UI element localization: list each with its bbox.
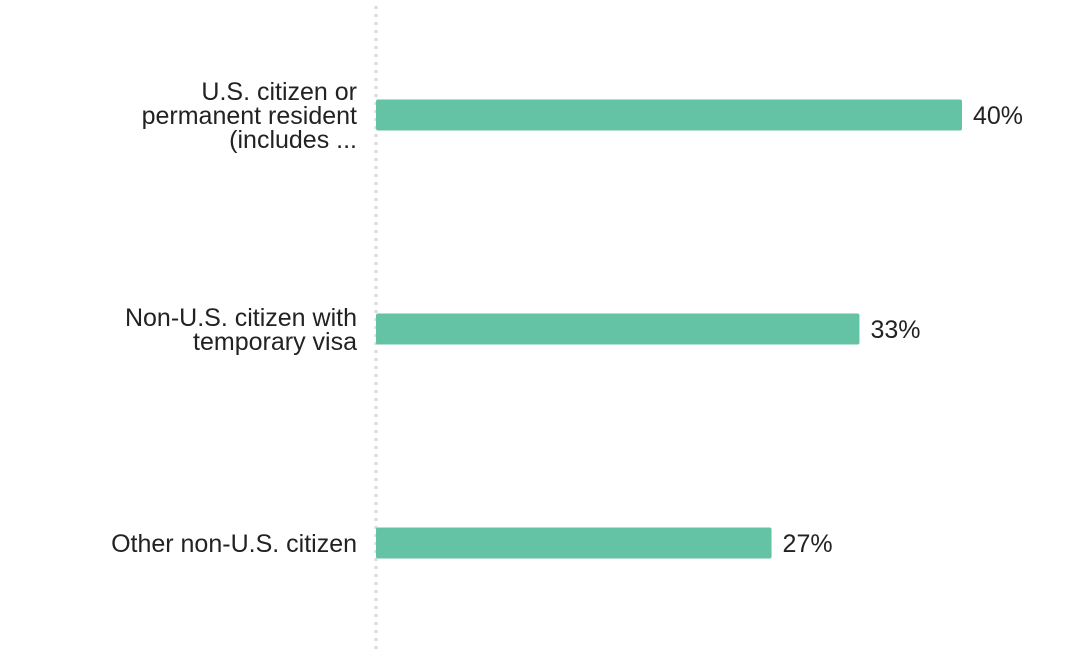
category-label-1-line-1: temporary visa (193, 328, 357, 356)
value-label-1: 33% (870, 316, 920, 344)
value-label-0: 40% (973, 102, 1023, 130)
bar-0[interactable] (376, 99, 962, 131)
category-label-0-line-1: permanent resident (142, 102, 357, 130)
category-label-1-line-0: Non-U.S. citizen with (125, 304, 357, 332)
value-label-2: 27% (783, 530, 833, 558)
category-label-2-line-0: Other non-U.S. citizen (111, 530, 357, 558)
category-label-0-line-0: U.S. citizen or (201, 78, 357, 106)
bar-1[interactable] (376, 313, 860, 345)
category-label-0-line-2: (includes ... (229, 126, 357, 154)
bar-2[interactable] (376, 527, 772, 559)
